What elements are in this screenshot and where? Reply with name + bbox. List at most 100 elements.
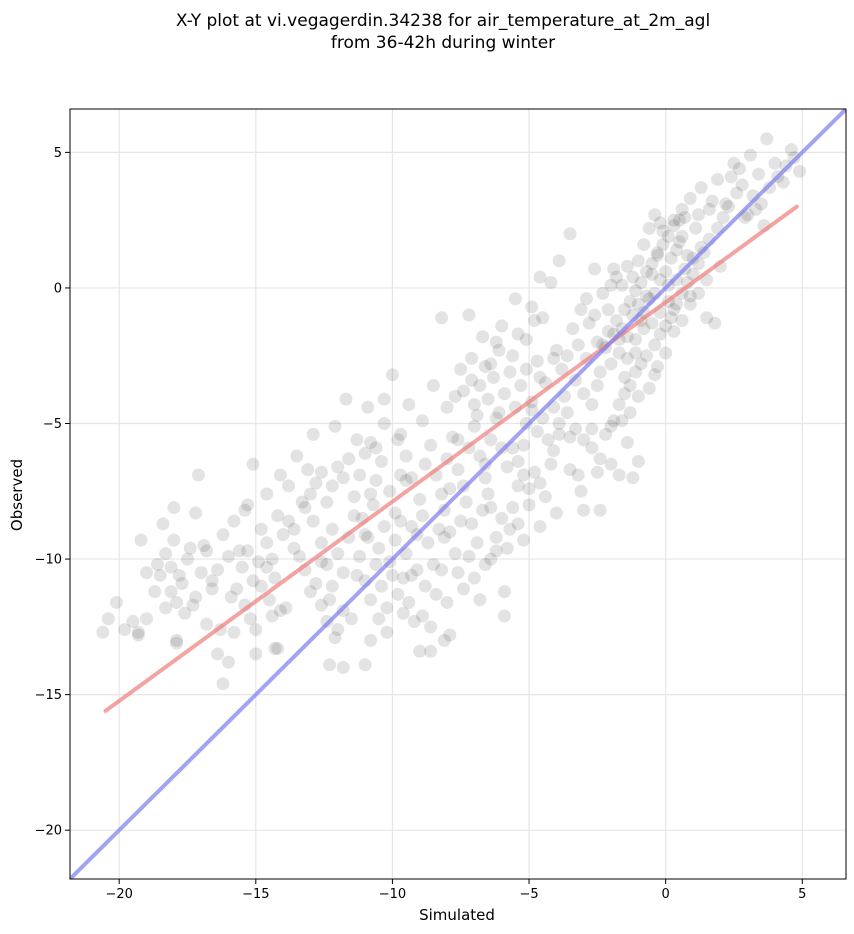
data-point — [678, 210, 692, 224]
data-point — [675, 229, 689, 243]
data-point — [484, 552, 498, 566]
data-point — [563, 463, 577, 477]
data-point — [683, 191, 697, 205]
data-point — [358, 528, 372, 542]
data-point — [309, 576, 323, 590]
data-point — [473, 449, 487, 463]
data-point — [776, 175, 790, 189]
data-point — [369, 473, 383, 487]
data-point — [691, 208, 705, 222]
data-point — [590, 465, 604, 479]
data-point — [446, 430, 460, 444]
data-point — [443, 482, 457, 496]
data-point — [170, 595, 184, 609]
data-point — [399, 473, 413, 487]
data-point — [492, 343, 506, 357]
data-point — [659, 319, 673, 333]
data-point — [467, 419, 481, 433]
data-point — [227, 625, 241, 639]
data-point — [640, 289, 654, 303]
x-axis-ticks: −20 −15 −10 −5 0 5 — [105, 879, 806, 902]
data-point — [511, 517, 525, 531]
data-point — [377, 392, 391, 406]
data-point — [530, 354, 544, 368]
data-point — [533, 270, 547, 284]
data-point — [650, 360, 664, 374]
data-point — [364, 435, 378, 449]
data-point — [653, 273, 667, 287]
data-point — [415, 609, 429, 623]
data-point — [448, 389, 462, 403]
data-point — [618, 387, 632, 401]
data-point — [489, 335, 503, 349]
data-point — [298, 501, 312, 515]
data-point — [634, 357, 648, 371]
data-point — [577, 503, 591, 517]
data-point — [290, 449, 304, 463]
data-point — [361, 530, 375, 544]
data-point — [336, 471, 350, 485]
data-point — [544, 276, 558, 290]
data-point — [221, 549, 235, 563]
data-point — [615, 278, 629, 292]
data-point — [131, 625, 145, 639]
data-point — [265, 552, 279, 566]
data-point — [271, 642, 285, 656]
data-point — [413, 644, 427, 658]
data-point — [645, 316, 659, 330]
data-point — [623, 379, 637, 393]
data-point — [249, 647, 263, 661]
data-point — [648, 208, 662, 222]
data-point — [336, 566, 350, 580]
data-point — [194, 566, 208, 580]
data-point — [437, 530, 451, 544]
data-point — [645, 257, 659, 271]
data-point — [241, 498, 255, 512]
data-point — [170, 636, 184, 650]
data-point — [459, 495, 473, 509]
data-point — [749, 202, 763, 216]
data-point — [656, 238, 670, 252]
data-point — [555, 362, 569, 376]
data-point — [664, 311, 678, 325]
data-point — [421, 536, 435, 550]
data-point — [388, 533, 402, 547]
data-point — [631, 297, 645, 311]
data-point — [407, 614, 421, 628]
data-point — [211, 563, 225, 577]
data-point — [648, 368, 662, 382]
data-point — [325, 579, 339, 593]
data-point — [604, 357, 618, 371]
data-point — [497, 387, 511, 401]
data-point — [396, 606, 410, 620]
data-point — [246, 574, 260, 588]
data-point — [260, 536, 274, 550]
data-point — [719, 197, 733, 211]
data-point — [631, 389, 645, 403]
data-point — [716, 210, 730, 224]
data-point — [585, 422, 599, 436]
data-point — [563, 430, 577, 444]
data-point — [254, 522, 268, 536]
data-point — [574, 303, 588, 317]
data-point — [620, 435, 634, 449]
data-point — [369, 557, 383, 571]
data-point — [626, 471, 640, 485]
data-point — [541, 433, 555, 447]
data-point — [522, 498, 536, 512]
data-point — [473, 593, 487, 607]
data-point — [752, 167, 766, 181]
data-point — [667, 324, 681, 338]
data-point — [189, 506, 203, 520]
data-point — [623, 295, 637, 308]
data-point — [500, 460, 514, 474]
data-point — [377, 417, 391, 431]
data-point — [702, 202, 716, 216]
data-point — [607, 414, 621, 428]
data-point — [273, 468, 287, 482]
data-point — [629, 365, 643, 379]
data-point — [481, 487, 495, 501]
data-point — [683, 289, 697, 303]
data-point — [415, 509, 429, 523]
